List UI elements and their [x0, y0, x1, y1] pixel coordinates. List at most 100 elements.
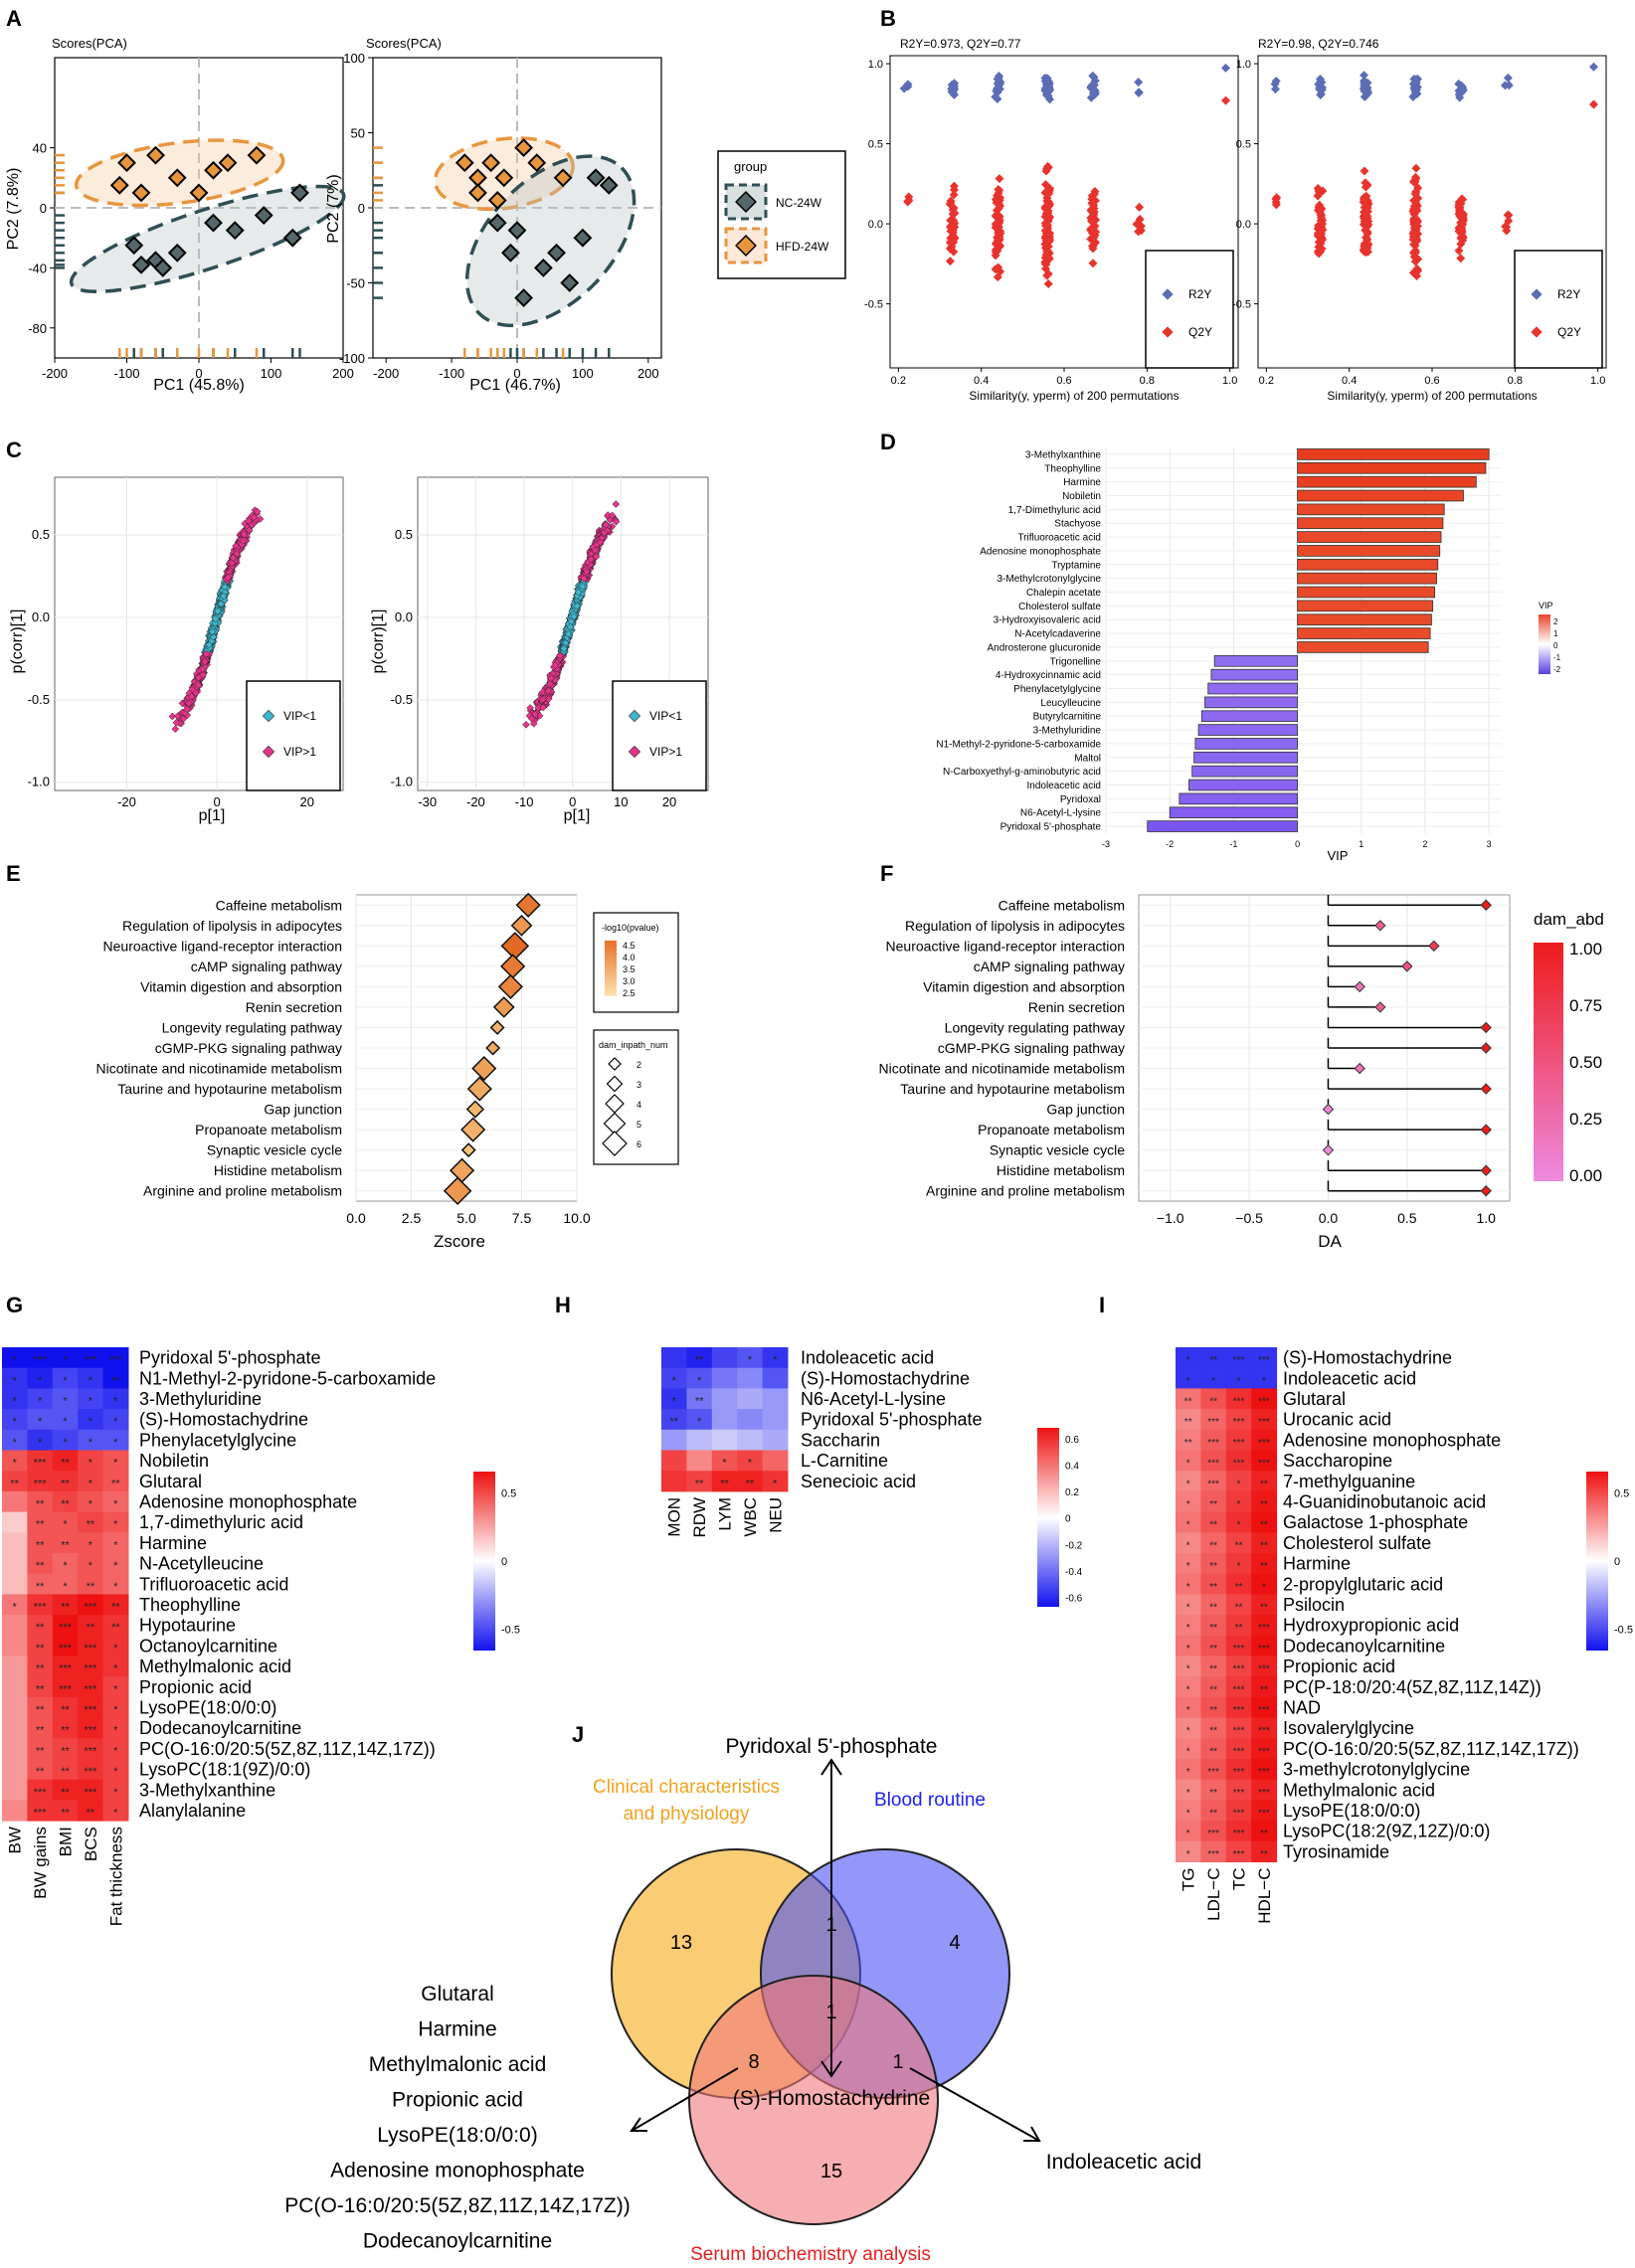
d-category-label: Butyrylcarnitine: [1033, 712, 1102, 723]
d-category-label: Adenosine monophosphate: [980, 546, 1101, 557]
heat-row-label: 1,7-dimethyluric acid: [139, 1512, 303, 1532]
arrow-left-head: [630, 2117, 647, 2132]
d-bar: [1210, 668, 1298, 681]
heat-row-label: LysoPE(18:0/0:0): [139, 1697, 276, 1717]
a-legend-nc-icon: [735, 191, 757, 213]
e-leg-size-title: dam_inpath_num: [599, 1040, 668, 1050]
a-point-hfd: [218, 153, 238, 173]
panel-d: -3 -2 -1 0 1 2 3 3-Methylxanthine Theophylline Ha…: [936, 447, 1561, 863]
heat-row-label: PC(O-16:0/20:5(5Z,8Z,11Z,14Z,17Z)): [139, 1739, 436, 1759]
heat-star: **: [1260, 1520, 1268, 1531]
a-ylabel-2: PC2 (7%): [325, 174, 342, 243]
e-leg-color-bar: [605, 941, 617, 996]
heat-cell: [2, 1635, 28, 1657]
heat-star: *: [1237, 1520, 1241, 1531]
e-category-label: Synaptic vesicle cycle: [207, 1142, 342, 1158]
d-category-label: Phenylacetylglycine: [1013, 684, 1101, 695]
d-bar: [1297, 572, 1437, 585]
d-bar: [1297, 448, 1490, 460]
heat-star: *: [89, 1539, 93, 1551]
panel-a: Scores(PCA) Scores(PCA) -200 -100 0 100 200-…: [5, 36, 846, 394]
a-point-nc: [586, 168, 606, 188]
a-ytick-label: -40: [28, 261, 47, 275]
c-leg-low-2: VIP<1: [649, 709, 682, 723]
heat-col-label: BMI: [57, 1827, 76, 1856]
d-category-label: N1-Methyl-2-pyridone-5-carboxamide: [936, 739, 1101, 750]
b-point-q2y: [1090, 230, 1100, 240]
heat-star: **: [1235, 1540, 1243, 1551]
b-leg-r2y-1: R2Y: [1188, 287, 1211, 301]
e-category-label: cAMP signaling pathway: [191, 959, 342, 974]
a-legend: group NC-24W HFD-24W: [717, 150, 846, 279]
heat-col-label: LYM: [716, 1497, 735, 1531]
b-point-q2y: [1088, 259, 1098, 268]
b-point-r2y: [1413, 74, 1423, 84]
heat-star: *: [113, 1704, 118, 1716]
a-legend-hfd: HFD-24W: [776, 240, 829, 254]
e-leg-color-tick: 3.5: [623, 964, 636, 974]
a-point-nc: [500, 243, 520, 262]
b-point-q2y: [1042, 270, 1052, 280]
b-point-q2y: [1042, 246, 1052, 256]
heat-row-label: 2-propylglutaric acid: [1283, 1574, 1443, 1594]
heat-cell: [2, 1717, 28, 1739]
heat-scale-tick: 0: [1614, 1556, 1620, 1568]
heat-star: ***: [1233, 1684, 1245, 1695]
a-point-hfd: [204, 160, 223, 180]
heat-star: *: [722, 1458, 727, 1470]
b-point-q2y: [1458, 220, 1468, 230]
heat-cell: [2, 1800, 28, 1822]
d-bar: [1197, 724, 1298, 736]
venn-shared-item: Harmine: [418, 2018, 496, 2041]
heat-star: **: [36, 1622, 45, 1634]
heat-star: *: [1186, 1726, 1190, 1737]
a-point-hfd: [167, 168, 187, 188]
b-xtick-label: 0.4: [1342, 375, 1357, 387]
heat-star: *: [1237, 1479, 1241, 1489]
heat-star: *: [113, 1437, 118, 1449]
e-leg-color-tick: 3.0: [623, 976, 636, 986]
b-point-q2y: [994, 262, 1003, 272]
a-title-2: Scores(PCA): [366, 36, 442, 51]
heat-scale-tick: -0.2: [1065, 1540, 1083, 1551]
b-point-r2y: [1271, 77, 1281, 87]
heat-star: **: [1209, 1705, 1217, 1716]
heat-row-label: N6-Acetyl-L-lysine: [801, 1389, 946, 1409]
a-xtick-label: 200: [637, 366, 659, 381]
heat-star: *: [1186, 1849, 1190, 1860]
heat-cell: [737, 1388, 764, 1410]
heat-star: ***: [59, 1643, 73, 1655]
heat-star: *: [748, 1354, 753, 1366]
b-point-q2y: [1456, 229, 1466, 239]
venn-c-only: 15: [820, 2161, 842, 2182]
b-xtick-label: 1.0: [1222, 375, 1237, 387]
heat-star: *: [113, 1745, 118, 1757]
d-bar: [1297, 517, 1444, 530]
b-point-q2y: [1318, 186, 1328, 196]
heat-star: ***: [1258, 1788, 1270, 1799]
heat-star: **: [746, 1478, 755, 1489]
b-point-q2y: [1413, 183, 1423, 193]
a-xtick-label: 100: [572, 366, 594, 381]
heat-star: **: [1184, 1397, 1192, 1408]
f-category-label: Caffeine metabolism: [999, 897, 1125, 913]
b-point-q2y: [1135, 215, 1145, 225]
heat-star: **: [87, 1581, 95, 1593]
f-category-label: Neuroactive ligand-receptor interaction: [886, 938, 1125, 954]
heat-row-label: PC(O-16:0/20:5(5Z,8Z,11Z,14Z,17Z)): [1283, 1739, 1579, 1759]
heat-star: *: [113, 1458, 118, 1470]
e-category-label: Gap junction: [264, 1102, 342, 1118]
b-point-q2y: [1362, 227, 1372, 237]
a-point-nc: [560, 273, 580, 292]
d-bar: [1297, 600, 1434, 612]
b-leg-q2y-icon-1: [1162, 326, 1174, 338]
heat-scale-tick: 0.4: [1065, 1461, 1079, 1472]
heat-star: *: [672, 1375, 677, 1387]
b-leg-r2y-2: R2Y: [1557, 287, 1580, 301]
heat-star: **: [61, 1725, 70, 1737]
a-ytick-label: -100: [339, 351, 365, 366]
b-point-q2y: [1413, 265, 1423, 275]
a-ytick-label: 50: [351, 126, 365, 141]
b-ytick-label: 1.0: [1236, 59, 1251, 71]
a-ytick-label: 0: [40, 201, 47, 216]
